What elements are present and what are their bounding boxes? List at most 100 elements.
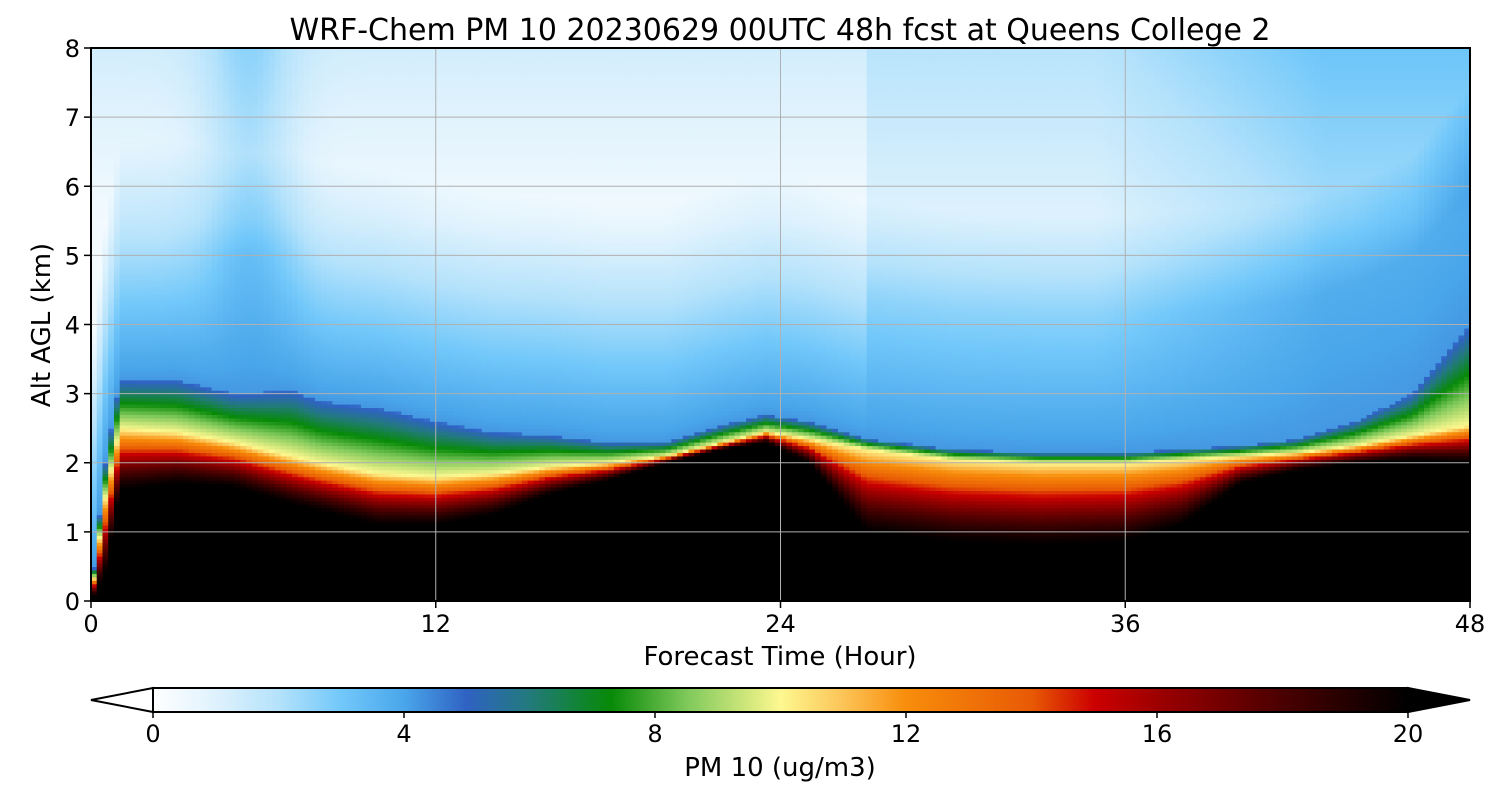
- field-cell: [143, 594, 149, 598]
- field-cell: [200, 131, 206, 135]
- field-cell: [114, 445, 120, 449]
- field-cell: [154, 141, 160, 145]
- field-cell: [114, 242, 120, 246]
- field-cell: [189, 591, 195, 595]
- field-cell: [143, 169, 149, 173]
- field-cell: [229, 428, 235, 432]
- field-cell: [229, 311, 235, 315]
- field-cell: [102, 352, 108, 356]
- field-cell: [189, 401, 195, 405]
- field-cell: [120, 197, 126, 201]
- field-cell: [97, 546, 103, 550]
- field-cell: [217, 145, 223, 149]
- field-cell: [177, 328, 183, 332]
- field-cell: [97, 197, 103, 201]
- field-cell: [229, 366, 235, 370]
- field-cell: [143, 556, 149, 560]
- field-cell: [194, 501, 200, 505]
- field-cell: [183, 255, 189, 259]
- field-cell: [177, 242, 183, 246]
- field-cell: [108, 273, 114, 277]
- field-cell: [194, 456, 200, 460]
- field-cell: [120, 159, 126, 163]
- field-cell: [217, 577, 223, 581]
- field-cell: [125, 235, 131, 239]
- field-cell: [200, 563, 206, 567]
- field-cell: [206, 311, 212, 315]
- field-cell: [102, 566, 108, 570]
- field-cell: [160, 51, 166, 55]
- field-cell: [154, 401, 160, 405]
- field-cell: [97, 591, 103, 595]
- field-cell: [229, 342, 235, 346]
- field-cell: [102, 383, 108, 387]
- field-cell: [240, 566, 246, 570]
- field-cell: [223, 235, 229, 239]
- field-cell: [125, 89, 131, 93]
- field-cell: [108, 591, 114, 595]
- field-cell: [189, 58, 195, 62]
- field-cell: [171, 145, 177, 149]
- field-cell: [171, 563, 177, 567]
- field-cell: [125, 197, 131, 201]
- field-cell: [102, 280, 108, 284]
- field-cell: [206, 228, 212, 232]
- field-cell: [102, 300, 108, 304]
- field-cell: [177, 494, 183, 498]
- field-cell: [114, 577, 120, 581]
- field-cell: [154, 546, 160, 550]
- field-cell: [235, 411, 241, 415]
- field-cell: [229, 145, 235, 149]
- field-cell: [206, 373, 212, 377]
- field-cell: [177, 245, 183, 249]
- field-cell: [102, 134, 108, 138]
- field-cell: [148, 145, 154, 149]
- field-cell: [160, 214, 166, 218]
- field-cell: [166, 103, 172, 107]
- field-cell: [235, 69, 241, 73]
- field-cell: [108, 366, 114, 370]
- field-cell: [131, 269, 137, 273]
- field-cell: [171, 79, 177, 83]
- field-cell: [189, 280, 195, 284]
- field-cell: [143, 584, 149, 588]
- field-cell: [217, 363, 223, 367]
- field-cell: [125, 380, 131, 384]
- field-cell: [212, 245, 218, 249]
- field-cell: [120, 207, 126, 211]
- field-cell: [114, 594, 120, 598]
- field-cell: [212, 269, 218, 273]
- field-cell: [148, 345, 154, 349]
- field-cell: [154, 162, 160, 166]
- field-cell: [240, 532, 246, 536]
- field-cell: [137, 141, 143, 145]
- field-cell: [154, 518, 160, 522]
- field-cell: [235, 273, 241, 277]
- field-cell: [125, 573, 131, 577]
- field-cell: [189, 577, 195, 581]
- field-cell: [229, 103, 235, 107]
- field-cell: [194, 307, 200, 311]
- field-cell: [137, 297, 143, 301]
- field-cell: [148, 463, 154, 467]
- field-cell: [160, 200, 166, 204]
- field-cell: [177, 549, 183, 553]
- field-cell: [154, 107, 160, 111]
- field-cell: [131, 356, 137, 360]
- field-cell: [217, 501, 223, 505]
- field-cell: [131, 197, 137, 201]
- field-cell: [97, 51, 103, 55]
- field-cell: [125, 483, 131, 487]
- field-cell: [171, 435, 177, 439]
- field-cell: [212, 200, 218, 204]
- field-cell: [223, 383, 229, 387]
- field-cell: [217, 549, 223, 553]
- field-cell: [97, 141, 103, 145]
- field-cell: [120, 466, 126, 470]
- field-cell: [154, 411, 160, 415]
- field-cell: [160, 325, 166, 329]
- field-cell: [154, 466, 160, 470]
- field-cell: [171, 283, 177, 287]
- field-cell: [102, 297, 108, 301]
- field-cell: [235, 591, 241, 595]
